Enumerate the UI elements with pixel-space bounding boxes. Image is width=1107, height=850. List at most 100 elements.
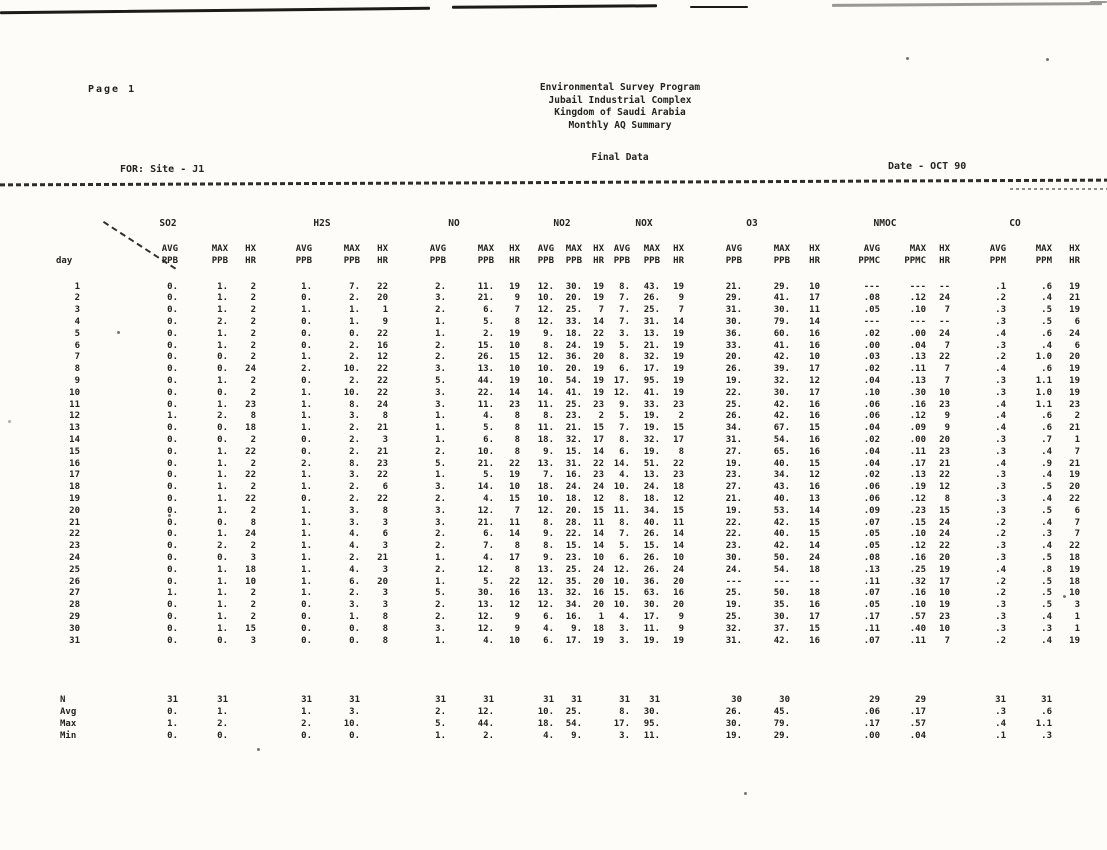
value-cell: 5.: [483, 423, 494, 434]
day-cell: 18: [69, 482, 80, 493]
subheader-avg: AVG: [295, 244, 312, 254]
value-cell: 8: [514, 541, 520, 552]
value-cell: 1.1: [1035, 399, 1052, 410]
summary-value-cell: 31: [1041, 695, 1052, 706]
value-cell: 9.: [543, 552, 554, 563]
summary-value-cell: .17: [909, 707, 926, 718]
value-cell: 0.: [167, 576, 178, 587]
value-cell: 9: [382, 316, 388, 327]
value-cell: 2.: [435, 529, 446, 540]
value-cell: 5.: [483, 316, 494, 327]
value-cell: 9: [514, 623, 520, 634]
value-cell: 1.: [217, 576, 228, 587]
value-cell: 1.: [301, 588, 312, 599]
value-cell: 23: [939, 446, 950, 457]
value-cell: 13.: [643, 328, 660, 339]
group-header-o3: O3: [746, 218, 758, 229]
value-cell: 1.: [301, 482, 312, 493]
value-cell: 2.: [435, 493, 446, 504]
value-cell: 18: [809, 564, 820, 575]
value-cell: 2: [250, 434, 256, 445]
value-cell: .2: [995, 293, 1006, 304]
value-cell: 0.: [217, 552, 228, 563]
value-cell: 13.: [643, 470, 660, 481]
value-cell: .3: [995, 470, 1006, 481]
value-cell: 19: [593, 340, 604, 351]
value-cell: 44.: [477, 375, 494, 386]
value-cell: 30.: [725, 552, 742, 563]
day-cell: 1: [74, 281, 80, 292]
value-cell: 12.: [537, 576, 554, 587]
value-cell: .05: [863, 529, 880, 540]
value-cell: .02: [863, 434, 880, 445]
value-cell: 1.: [349, 316, 360, 327]
summary-value-cell: 0.: [349, 730, 360, 741]
table-row-day-28: 28 0. 1. 2 0. 3. 3 2. 13. 12 12. 34. 20 10. 30. 20 19. 35…: [56, 600, 1080, 612]
value-cell: 22: [1069, 493, 1080, 504]
scan-artifact: [690, 6, 748, 8]
value-cell: 32.: [725, 623, 742, 634]
value-cell: 1.: [301, 541, 312, 552]
value-cell: 2.: [217, 541, 228, 552]
value-cell: 0.: [167, 564, 178, 575]
value-cell: .07: [863, 588, 880, 599]
table-row-day-15: 15 0. 1. 22 0. 2. 21 2. 10. 8 9. 15. 14 6. 19. 8 27. 65. 1…: [56, 447, 1080, 459]
value-cell: 21: [377, 552, 388, 563]
value-cell: 0.: [217, 352, 228, 363]
value-cell: 11: [673, 517, 684, 528]
value-cell: .4: [1041, 470, 1052, 481]
value-cell: 2: [250, 316, 256, 327]
value-cell: .5: [1041, 505, 1052, 516]
value-cell: 34.: [565, 600, 582, 611]
summary-value-cell: 12.: [477, 707, 494, 718]
value-cell: 1.: [301, 411, 312, 422]
value-cell: .5: [1041, 588, 1052, 599]
value-cell: .10: [909, 529, 926, 540]
value-cell: 42.: [773, 399, 790, 410]
subheader-spacer: [56, 244, 80, 256]
value-cell: 11.: [477, 399, 494, 410]
summary-value-cell: 8.: [619, 707, 630, 718]
value-cell: 0.: [301, 611, 312, 622]
value-cell: 21.: [725, 493, 742, 504]
value-cell: 2.: [349, 493, 360, 504]
value-cell: 27.: [725, 446, 742, 457]
value-cell: 7.: [543, 470, 554, 481]
value-cell: 16: [809, 635, 820, 646]
value-cell: .3: [995, 541, 1006, 552]
value-cell: 12: [377, 352, 388, 363]
summary-value-cell: .06: [863, 707, 880, 718]
value-cell: 0.: [301, 293, 312, 304]
value-cell: 2: [1074, 411, 1080, 422]
value-cell: 2.: [435, 340, 446, 351]
unit-label: PPB: [161, 255, 178, 266]
value-cell: 9: [514, 611, 520, 622]
value-cell: .05: [863, 600, 880, 611]
value-cell: 0.: [217, 517, 228, 528]
value-cell: .4: [995, 423, 1006, 434]
value-cell: 3.: [349, 505, 360, 516]
value-cell: 1.: [217, 293, 228, 304]
value-cell: 12.: [537, 281, 554, 292]
value-cell: 1.: [217, 305, 228, 316]
value-cell: 0.: [217, 423, 228, 434]
value-cell: .3: [1041, 623, 1052, 634]
value-cell: 23: [1069, 399, 1080, 410]
value-cell: 14: [809, 541, 820, 552]
aq-table-wrap: SO2 H2S NO NO2 NOX O3 NMOC CO AVG MAX HX AVG MAX HX AV…: [56, 212, 1080, 742]
value-cell: 19: [593, 293, 604, 304]
value-cell: 26.: [643, 529, 660, 540]
value-cell: ---: [909, 281, 926, 292]
summary-value-cell: 10.: [343, 718, 360, 729]
table-row-day-25: 25 0. 1. 18 1. 4. 3 2. 12. 8 13. 25. 24 12. 26. 24 24. 54…: [56, 565, 1080, 577]
value-cell: 9: [944, 411, 950, 422]
value-cell: 1.: [217, 375, 228, 386]
summary-value-cell: .04: [909, 730, 926, 741]
value-cell: 1.: [217, 446, 228, 457]
unit-label: PPB: [477, 255, 494, 266]
unit-label: PPB: [565, 255, 582, 266]
value-cell: .17: [863, 611, 880, 622]
value-cell: 1.: [217, 588, 228, 599]
value-cell: 65.: [773, 446, 790, 457]
value-cell: 3: [382, 564, 388, 575]
